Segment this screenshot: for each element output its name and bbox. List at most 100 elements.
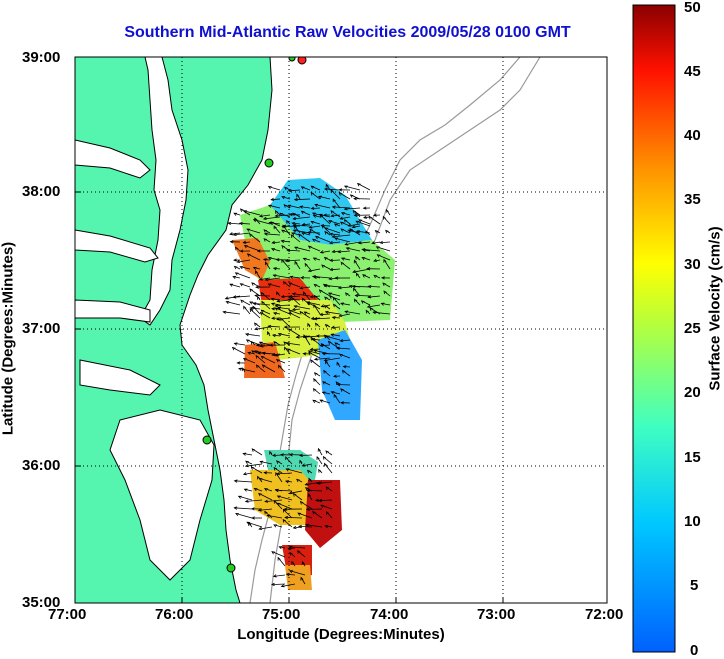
velocity-arrowhead <box>278 364 282 369</box>
velocity-arrowhead <box>293 197 298 202</box>
velocity-arrowhead <box>224 296 229 300</box>
velocity-arrow <box>286 573 296 576</box>
velocity-arrow <box>376 246 391 252</box>
velocity-arrowhead <box>292 216 297 221</box>
velocity-arrow <box>338 286 351 289</box>
velocity-arrow <box>233 232 251 236</box>
velocity-arrowhead <box>347 229 352 233</box>
velocity-arrowhead <box>285 456 289 461</box>
velocity-arrowhead <box>290 234 295 239</box>
velocity-arrowhead <box>331 249 336 253</box>
velocity-arrowhead <box>333 393 337 398</box>
velocity-arrow <box>331 214 341 217</box>
velocity-arrow <box>278 333 291 337</box>
velocity-arrow <box>341 212 351 216</box>
velocity-arrow <box>268 204 281 209</box>
velocity-arrow <box>293 225 311 227</box>
velocity-arrow <box>243 210 261 216</box>
velocity-arrow <box>330 268 341 271</box>
velocity-arrowhead <box>321 391 326 395</box>
velocity-arrow <box>340 216 351 220</box>
colorbar-tick: 35 <box>684 191 701 208</box>
velocity-arrowhead <box>360 300 365 304</box>
velocity-arrow <box>310 348 321 350</box>
velocity-arrowhead <box>271 248 275 252</box>
velocity-arrow <box>245 463 263 467</box>
velocity-arrowhead <box>299 205 304 209</box>
velocity-arrowhead <box>271 551 276 555</box>
velocity-arrow <box>260 461 273 465</box>
velocity-arrowhead <box>344 242 349 246</box>
velocity-arrow <box>292 308 301 311</box>
velocity-arrow <box>288 189 301 192</box>
velocity-arrow <box>308 245 321 252</box>
velocity-arrowhead <box>282 518 286 523</box>
velocity-arrowhead <box>269 450 273 455</box>
velocity-arrowhead <box>340 388 344 392</box>
velocity-arrow <box>289 213 301 216</box>
velocity-arrow <box>312 276 331 279</box>
velocity-arrow <box>229 283 241 288</box>
velocity-arrowhead <box>249 301 253 305</box>
velocity-arrowhead <box>275 258 280 262</box>
velocity-arrowhead <box>342 365 347 369</box>
velocity-arrowhead <box>318 468 322 473</box>
velocity-arrowhead <box>344 310 349 314</box>
velocity-arrow <box>372 241 381 244</box>
velocity-arrowhead <box>367 285 372 289</box>
velocity-arrowhead <box>273 225 277 230</box>
velocity-arrowhead <box>313 317 318 321</box>
velocity-arrow <box>290 276 301 279</box>
velocity-arrow <box>255 295 271 297</box>
velocity-arrowhead <box>257 475 261 480</box>
velocity-arrow <box>228 222 241 225</box>
velocity-arrow <box>275 304 291 307</box>
velocity-arrowhead <box>227 221 232 226</box>
velocity-arrowhead <box>271 307 275 311</box>
velocity-arrowhead <box>353 197 357 201</box>
velocity-arrowhead <box>324 525 329 529</box>
velocity-arrowhead <box>292 229 297 233</box>
velocity-arrowhead <box>335 381 340 385</box>
velocity-arrowhead <box>318 195 322 199</box>
velocity-arrow <box>281 583 296 587</box>
velocity-arrowhead <box>250 340 254 345</box>
velocity-arrow <box>308 268 321 272</box>
colorbar-tick: 40 <box>684 127 701 144</box>
velocity-arrow <box>319 499 333 502</box>
velocity-arrowhead <box>324 227 328 231</box>
velocity-arrow <box>289 490 303 494</box>
velocity-arrow <box>264 233 281 236</box>
velocity-arrowhead <box>327 292 332 296</box>
velocity-arrow <box>243 453 253 456</box>
velocity-arrowhead <box>301 297 306 302</box>
velocity-arrowhead <box>293 224 297 229</box>
velocity-arrowhead <box>259 344 264 348</box>
velocity-arrowhead <box>333 223 338 227</box>
velocity-arrowhead <box>225 301 230 305</box>
velocity-arrowhead <box>311 275 316 279</box>
velocity-arrowhead <box>283 341 287 345</box>
velocity-arrowhead <box>351 284 356 289</box>
velocity-arrow <box>245 333 261 337</box>
velocity-arrowhead <box>236 259 241 263</box>
velocity-arrowhead <box>321 264 325 268</box>
velocity-arrow <box>275 214 291 217</box>
velocity-arrowhead <box>276 460 280 464</box>
velocity-arrowhead <box>310 316 315 321</box>
velocity-arrow <box>318 196 331 200</box>
velocity-arrowhead <box>332 198 336 203</box>
velocity-arrowhead <box>278 546 283 550</box>
velocity-arrowhead <box>330 214 335 218</box>
velocity-arrowhead <box>264 261 268 266</box>
velocity-arrow <box>272 334 281 337</box>
velocity-arrowhead <box>335 346 340 350</box>
velocity-arrow <box>278 307 291 310</box>
velocity-arrowhead <box>260 355 265 360</box>
velocity-arrow <box>259 526 273 530</box>
velocity-arrowhead <box>334 276 339 280</box>
y-tick-label: 38:00 <box>22 183 61 200</box>
velocity-arrowhead <box>281 224 286 229</box>
velocity-arrowhead <box>262 258 267 262</box>
